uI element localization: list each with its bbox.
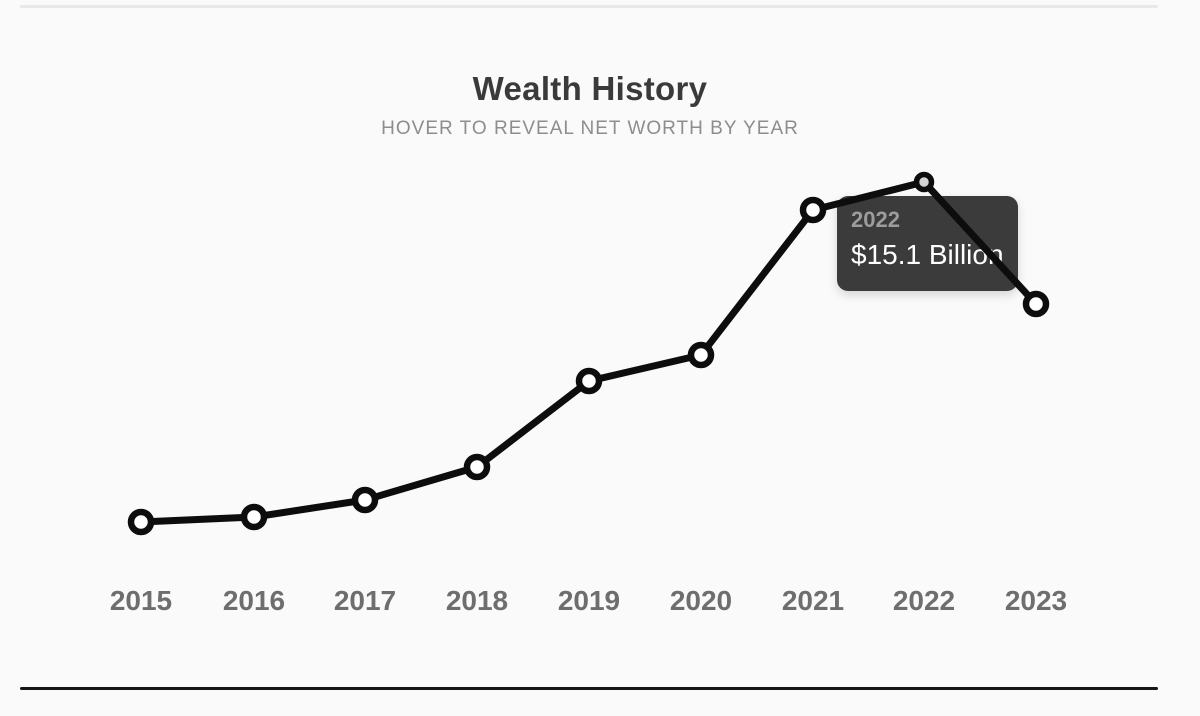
data-point-2017[interactable]: [351, 486, 379, 514]
bottom-divider: [20, 687, 1158, 690]
data-point-2021[interactable]: [799, 196, 827, 224]
x-axis-label-2020: 2020: [669, 585, 733, 616]
data-point-2015[interactable]: [127, 508, 155, 536]
tooltip-year: 2022: [851, 207, 900, 232]
data-point-2016[interactable]: [240, 503, 268, 531]
x-axis-label-2019: 2019: [557, 585, 621, 616]
chart-header: Wealth History HOVER TO REVEAL NET WORTH…: [0, 70, 1180, 140]
data-point-2023[interactable]: [1022, 290, 1050, 318]
data-point-2022[interactable]: [913, 171, 935, 193]
x-axis-label-2018: 2018: [445, 585, 509, 616]
x-axis-label-2016: 2016: [222, 585, 286, 616]
x-axis-label-2017: 2017: [333, 585, 397, 616]
page-title: Wealth History: [472, 70, 708, 107]
x-axis-label-2021: 2021: [781, 585, 845, 616]
tooltip: 2022 $15.1 Billion: [837, 196, 1018, 291]
x-axis-label-2023: 2023: [1004, 585, 1068, 616]
data-point-2020[interactable]: [687, 341, 715, 369]
data-point-2018[interactable]: [463, 453, 491, 481]
data-point-2019[interactable]: [575, 367, 603, 395]
top-divider: [20, 5, 1158, 8]
line-series: [137, 178, 1040, 526]
page-subtitle: HOVER TO REVEAL NET WORTH BY YEAR: [381, 118, 799, 139]
x-axis-label-2015: 2015: [109, 585, 173, 616]
x-axis-label-2022: 2022: [892, 585, 956, 616]
